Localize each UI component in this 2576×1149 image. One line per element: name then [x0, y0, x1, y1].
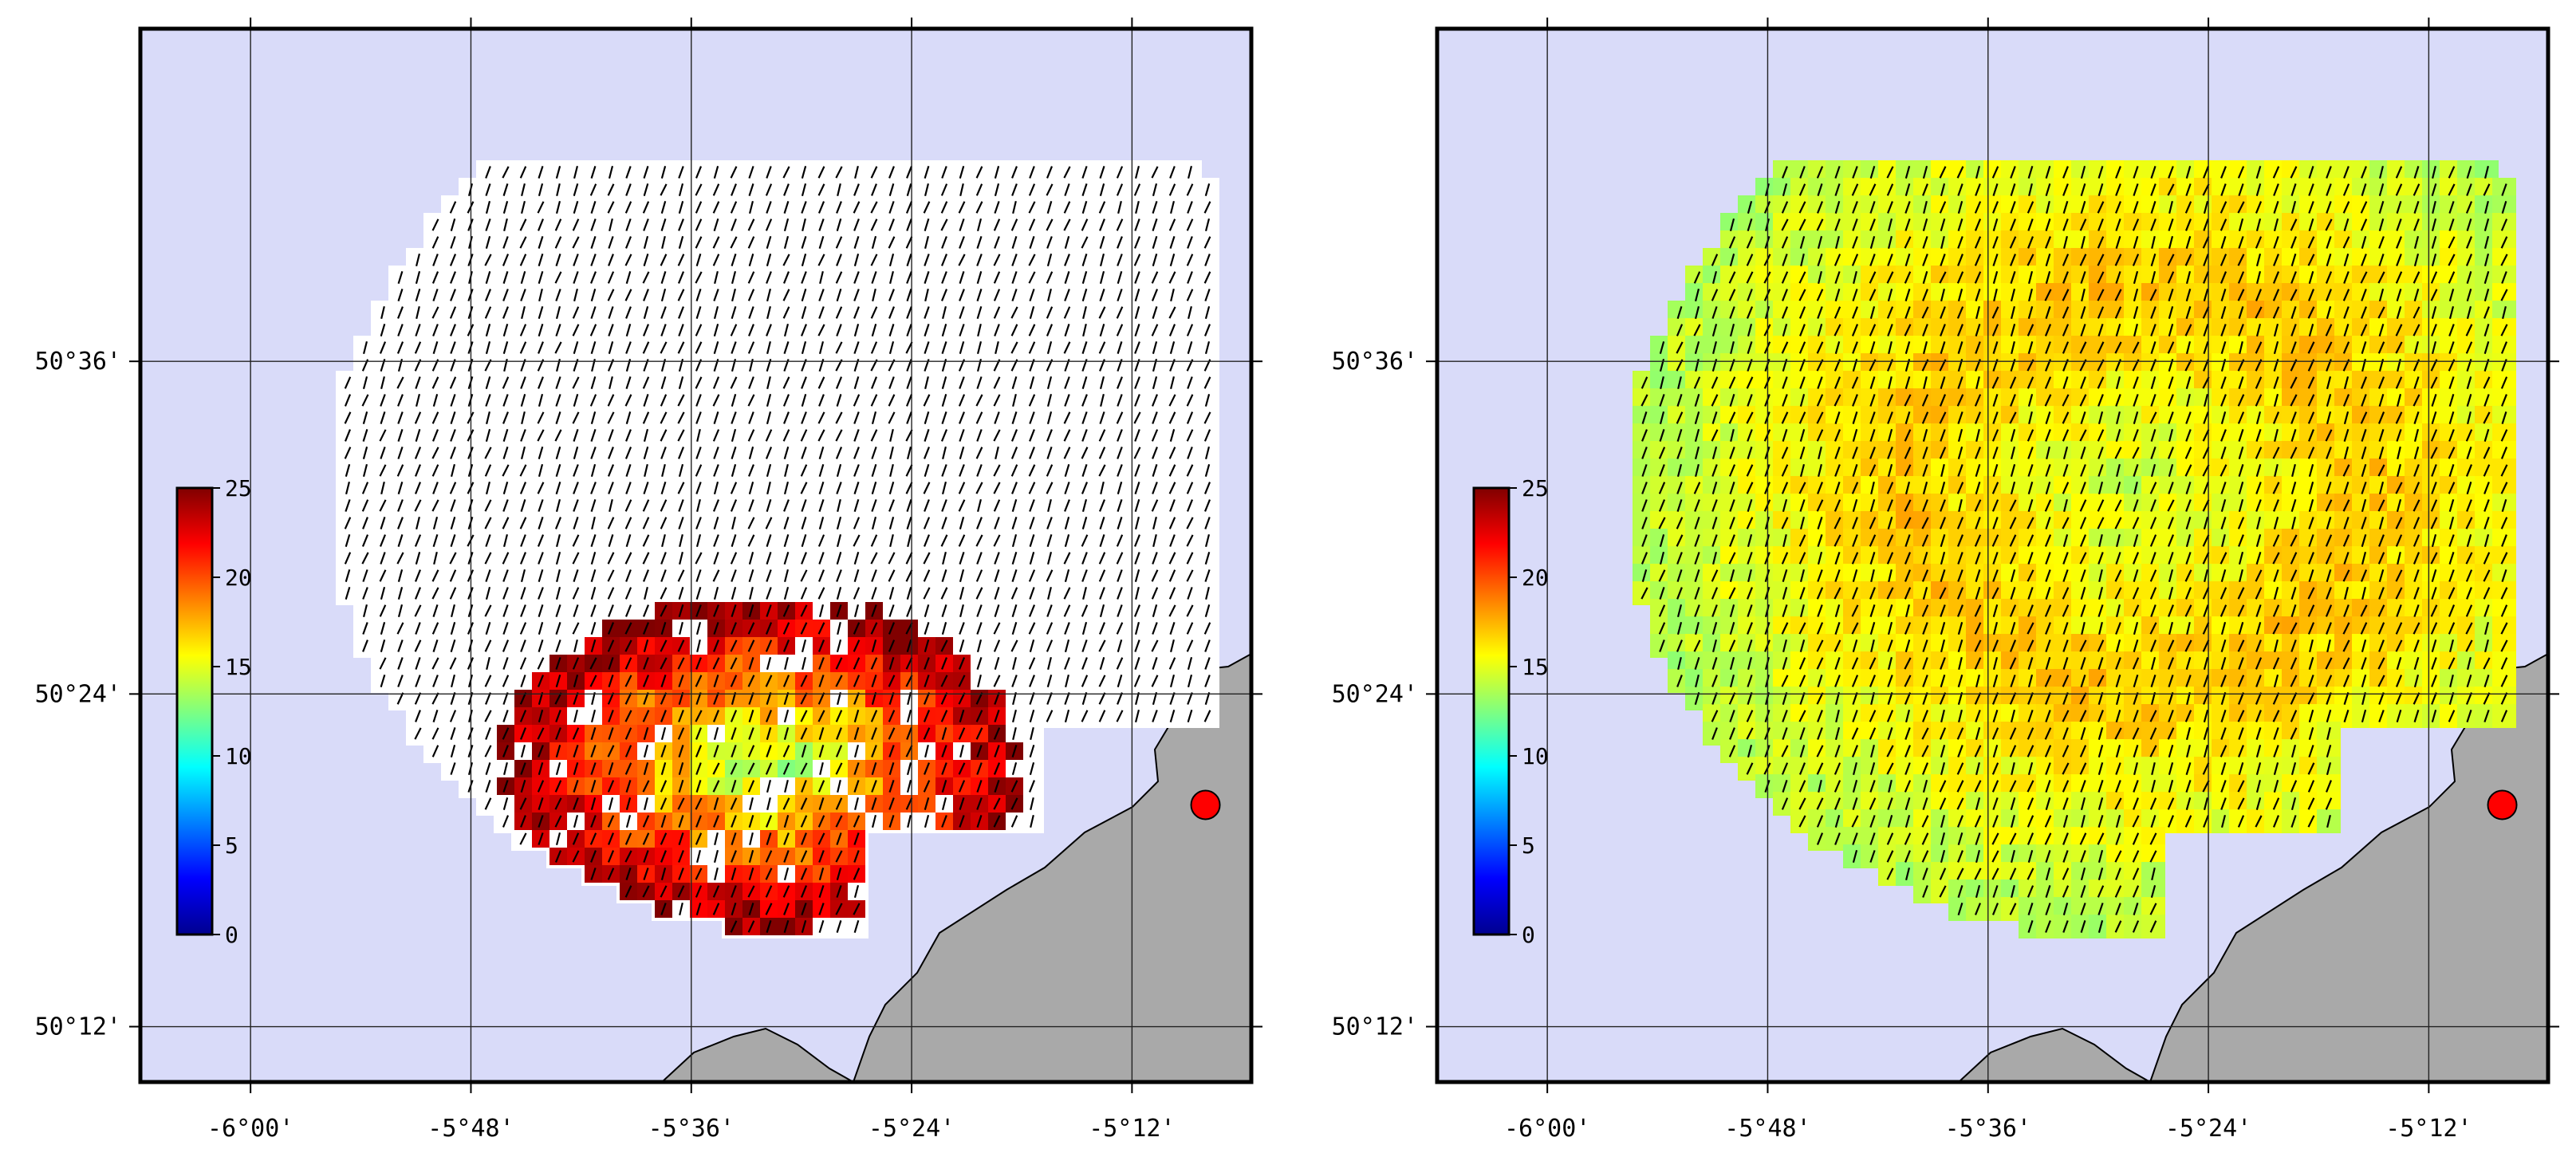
x-tick-label: -5°12' — [1089, 1115, 1175, 1143]
panel-right: -6°00'-5°48'-5°36'-5°24'-5°12' 50°36'50°… — [1332, 18, 2559, 1143]
colorbar-label: 20 — [225, 565, 252, 591]
y-tick-label: 50°36' — [35, 348, 121, 376]
x-tick-label: -5°36' — [648, 1115, 735, 1143]
colorbar-label: 5 — [225, 832, 238, 859]
colorbar-label: 10 — [225, 743, 252, 769]
panel-left: -6°00' -5°48' -5°36' -5°24' -5°12' 50°36' 50°… — [35, 18, 1262, 1143]
station-marker — [1191, 790, 1220, 819]
x-tick-label: -5°24' — [869, 1115, 955, 1143]
y-tick-label: 50°12' — [35, 1013, 121, 1041]
colorbar-label: 25 — [225, 475, 252, 502]
colorbar-label: 15 — [225, 654, 252, 680]
x-tick-label: -5°48' — [427, 1115, 514, 1143]
x-tick-label: -6°00' — [207, 1115, 293, 1143]
colorbar-gradient — [177, 488, 212, 935]
y-tick-label: 50°24' — [35, 680, 121, 708]
colorbar-label: 0 — [225, 922, 238, 948]
